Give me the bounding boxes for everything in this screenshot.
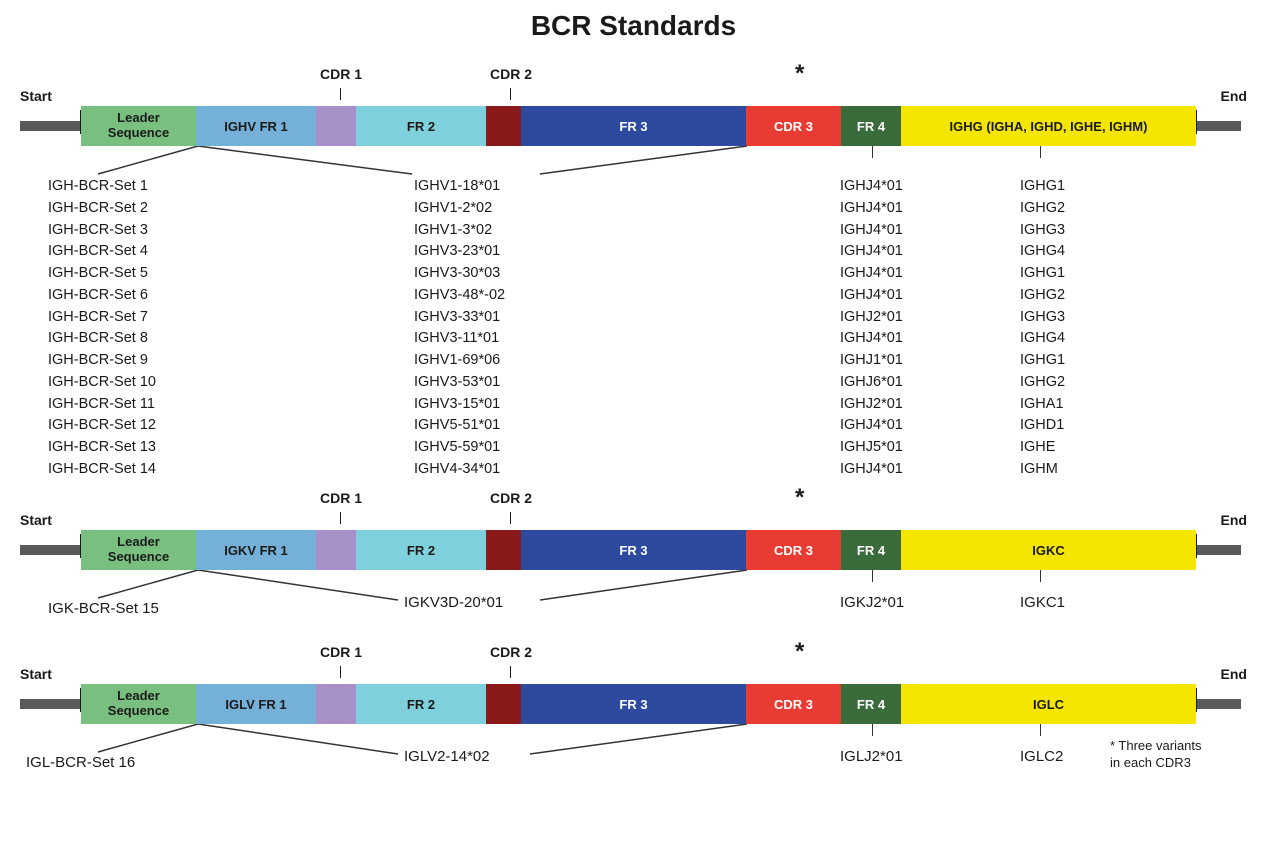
igl-c-label: IGLC2: [1020, 748, 1063, 765]
footnote: * Three variants in each CDR3: [1110, 738, 1202, 772]
seg-fr3: FR 3: [521, 530, 746, 570]
seg-fr2: FR 2: [356, 684, 486, 724]
star-marker: *: [795, 484, 804, 512]
page-title: BCR Standards: [20, 10, 1247, 42]
igh-v-col: IGHV1-18*01IGHV1-2*02IGHV1-3*02IGHV3-23*…: [414, 176, 505, 481]
seg-cdr1: [316, 106, 356, 146]
seg-fr3: FR 3: [521, 106, 746, 146]
seg-leader: Leader Sequence: [81, 106, 196, 146]
cdr2-label: CDR 2: [490, 644, 532, 660]
trail-bar: [1197, 545, 1241, 555]
seg-cdr3: CDR 3: [746, 530, 841, 570]
seg-cdr1: [316, 684, 356, 724]
star-marker: *: [795, 60, 804, 88]
lead-bar: [20, 121, 80, 131]
igk-j-label: IGKJ2*01: [840, 594, 904, 611]
panel-igk: CDR 1 CDR 2 * Start End Leader Sequence …: [20, 482, 1247, 630]
igk-c-label: IGKC1: [1020, 594, 1065, 611]
seg-const: IGKC: [901, 530, 1196, 570]
star-marker: *: [795, 638, 804, 666]
panel-igh: CDR 1 CDR 2 * Start End Leader Sequence …: [20, 52, 1247, 476]
trail-bar: [1197, 699, 1241, 709]
seg-const: IGLC: [901, 684, 1196, 724]
panel-igl: CDR 1 CDR 2 * Start End Leader Sequence …: [20, 636, 1247, 780]
sequence-bar-igl: Leader Sequence IGLV FR 1 FR 2 FR 3 CDR …: [20, 684, 1247, 724]
sequence-bar-igk: Leader Sequence IGKV FR 1 FR 2 FR 3 CDR …: [20, 530, 1247, 570]
seg-fr2: FR 2: [356, 106, 486, 146]
cdr2-label: CDR 2: [490, 66, 532, 82]
end-label: End: [1221, 88, 1247, 104]
lead-bar: [20, 699, 80, 709]
igh-j-col: IGHJ4*01IGHJ4*01IGHJ4*01IGHJ4*01IGHJ4*01…: [840, 176, 903, 481]
seg-fr4: FR 4: [841, 106, 901, 146]
igl-j-label: IGLJ2*01: [840, 748, 903, 765]
cdr1-label: CDR 1: [320, 66, 362, 82]
seg-fr4: FR 4: [841, 684, 901, 724]
start-label: Start: [20, 666, 52, 682]
trail-bar: [1197, 121, 1241, 131]
seg-fr1: IGHV FR 1: [196, 106, 316, 146]
seg-fr3: FR 3: [521, 684, 746, 724]
seg-cdr1: [316, 530, 356, 570]
igh-c-col: IGHG1IGHG2IGHG3IGHG4IGHG1IGHG2IGHG3IGHG4…: [1020, 176, 1065, 481]
seg-cdr3: CDR 3: [746, 106, 841, 146]
seg-fr2: FR 2: [356, 530, 486, 570]
sequence-bar-igh: Leader Sequence IGHV FR 1 FR 2 FR 3 CDR …: [20, 106, 1247, 146]
igk-set-label: IGK-BCR-Set 15: [48, 600, 159, 617]
igh-sets-col: IGH-BCR-Set 1IGH-BCR-Set 2IGH-BCR-Set 3I…: [48, 176, 156, 481]
seg-fr1: IGLV FR 1: [196, 684, 316, 724]
igl-set-label: IGL-BCR-Set 16: [26, 754, 135, 771]
igk-v-label: IGKV3D-20*01: [404, 594, 503, 611]
cdr1-label: CDR 1: [320, 644, 362, 660]
start-label: Start: [20, 88, 52, 104]
seg-cdr3: CDR 3: [746, 684, 841, 724]
cdr2-label: CDR 2: [490, 490, 532, 506]
end-label: End: [1221, 666, 1247, 682]
seg-fr1: IGKV FR 1: [196, 530, 316, 570]
lead-bar: [20, 545, 80, 555]
seg-const: IGHG (IGHA, IGHD, IGHE, IGHM): [901, 106, 1196, 146]
seg-leader: Leader Sequence: [81, 530, 196, 570]
seg-leader: Leader Sequence: [81, 684, 196, 724]
seg-fr4: FR 4: [841, 530, 901, 570]
seg-cdr2: [486, 106, 521, 146]
igl-v-label: IGLV2-14*02: [404, 748, 490, 765]
end-label: End: [1221, 512, 1247, 528]
start-label: Start: [20, 512, 52, 528]
seg-cdr2: [486, 684, 521, 724]
cdr1-label: CDR 1: [320, 490, 362, 506]
seg-cdr2: [486, 530, 521, 570]
